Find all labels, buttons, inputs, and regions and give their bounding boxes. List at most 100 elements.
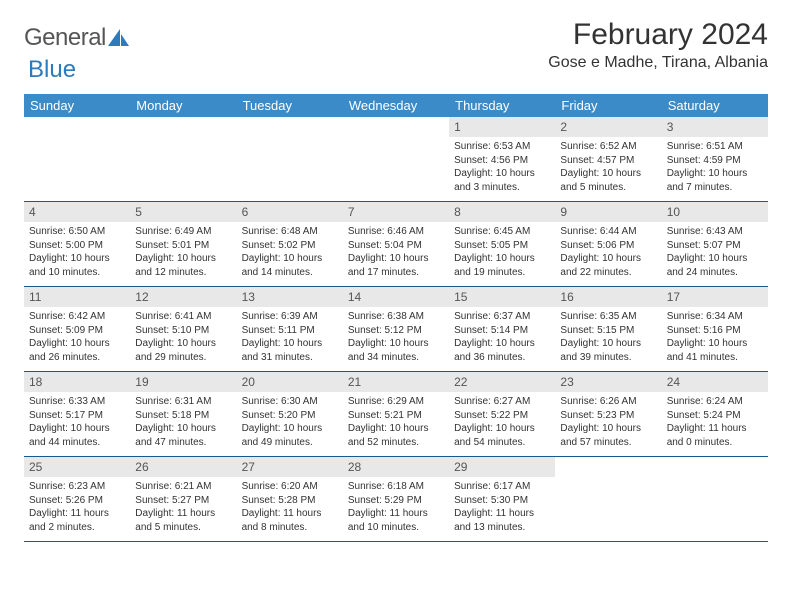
sunrise-text: Sunrise: 6:18 AM [348, 480, 444, 494]
sunset-text: Sunset: 5:10 PM [135, 324, 231, 338]
sunset-text: Sunset: 5:21 PM [348, 409, 444, 423]
calendar-cell [237, 117, 343, 201]
day-number: 17 [662, 287, 768, 307]
calendar-cell: 26Sunrise: 6:21 AMSunset: 5:27 PMDayligh… [130, 457, 236, 541]
day-header-row: Sunday Monday Tuesday Wednesday Thursday… [24, 94, 768, 117]
day-number: 20 [237, 372, 343, 392]
daylight-text: Daylight: 10 hours and 49 minutes. [242, 422, 338, 449]
daylight-text: Daylight: 11 hours and 13 minutes. [454, 507, 550, 534]
day-info: Sunrise: 6:44 AMSunset: 5:06 PMDaylight:… [560, 225, 656, 279]
day-info: Sunrise: 6:45 AMSunset: 5:05 PMDaylight:… [454, 225, 550, 279]
daylight-text: Daylight: 10 hours and 52 minutes. [348, 422, 444, 449]
daylight-text: Daylight: 11 hours and 0 minutes. [667, 422, 763, 449]
day-header-sunday: Sunday [24, 94, 130, 117]
sunset-text: Sunset: 5:16 PM [667, 324, 763, 338]
calendar-cell: 5Sunrise: 6:49 AMSunset: 5:01 PMDaylight… [130, 202, 236, 286]
calendar-cell: 13Sunrise: 6:39 AMSunset: 5:11 PMDayligh… [237, 287, 343, 371]
day-number: 19 [130, 372, 236, 392]
day-info: Sunrise: 6:27 AMSunset: 5:22 PMDaylight:… [454, 395, 550, 449]
day-info: Sunrise: 6:24 AMSunset: 5:24 PMDaylight:… [667, 395, 763, 449]
sunrise-text: Sunrise: 6:42 AM [29, 310, 125, 324]
day-header-tuesday: Tuesday [237, 94, 343, 117]
day-number: 15 [449, 287, 555, 307]
sunrise-text: Sunrise: 6:45 AM [454, 225, 550, 239]
daylight-text: Daylight: 10 hours and 24 minutes. [667, 252, 763, 279]
daylight-text: Daylight: 10 hours and 57 minutes. [560, 422, 656, 449]
sunrise-text: Sunrise: 6:20 AM [242, 480, 338, 494]
calendar-cell: 24Sunrise: 6:24 AMSunset: 5:24 PMDayligh… [662, 372, 768, 456]
sunrise-text: Sunrise: 6:37 AM [454, 310, 550, 324]
sunrise-text: Sunrise: 6:39 AM [242, 310, 338, 324]
sunset-text: Sunset: 4:59 PM [667, 154, 763, 168]
day-number: 16 [555, 287, 661, 307]
day-number: 29 [449, 457, 555, 477]
sunset-text: Sunset: 5:11 PM [242, 324, 338, 338]
day-number: 18 [24, 372, 130, 392]
daylight-text: Daylight: 10 hours and 47 minutes. [135, 422, 231, 449]
sunrise-text: Sunrise: 6:30 AM [242, 395, 338, 409]
day-number: 28 [343, 457, 449, 477]
day-header-saturday: Saturday [662, 94, 768, 117]
day-info: Sunrise: 6:42 AMSunset: 5:09 PMDaylight:… [29, 310, 125, 364]
sunset-text: Sunset: 5:12 PM [348, 324, 444, 338]
day-number: 5 [130, 202, 236, 222]
month-title: February 2024 [548, 18, 768, 52]
daylight-text: Daylight: 10 hours and 12 minutes. [135, 252, 231, 279]
sunrise-text: Sunrise: 6:53 AM [454, 140, 550, 154]
sunrise-text: Sunrise: 6:48 AM [242, 225, 338, 239]
location: Gose e Madhe, Tirana, Albania [548, 54, 768, 72]
sunset-text: Sunset: 5:09 PM [29, 324, 125, 338]
day-info: Sunrise: 6:33 AMSunset: 5:17 PMDaylight:… [29, 395, 125, 449]
sunrise-text: Sunrise: 6:38 AM [348, 310, 444, 324]
day-info: Sunrise: 6:26 AMSunset: 5:23 PMDaylight:… [560, 395, 656, 449]
sunrise-text: Sunrise: 6:49 AM [135, 225, 231, 239]
sunset-text: Sunset: 5:05 PM [454, 239, 550, 253]
daylight-text: Daylight: 10 hours and 29 minutes. [135, 337, 231, 364]
day-number: 2 [555, 117, 661, 137]
calendar: Sunday Monday Tuesday Wednesday Thursday… [24, 94, 768, 542]
sunrise-text: Sunrise: 6:50 AM [29, 225, 125, 239]
sunset-text: Sunset: 5:24 PM [667, 409, 763, 423]
sunrise-text: Sunrise: 6:46 AM [348, 225, 444, 239]
day-number: 11 [24, 287, 130, 307]
sunset-text: Sunset: 4:57 PM [560, 154, 656, 168]
sunset-text: Sunset: 5:14 PM [454, 324, 550, 338]
title-block: February 2024 Gose e Madhe, Tirana, Alba… [548, 18, 768, 72]
day-info: Sunrise: 6:41 AMSunset: 5:10 PMDaylight:… [135, 310, 231, 364]
calendar-cell: 25 Sunrise: 6:23 AMSunset: 5:26 PMDayligh… [24, 457, 130, 541]
daylight-text: Daylight: 10 hours and 54 minutes. [454, 422, 550, 449]
sunset-text: Sunset: 5:06 PM [560, 239, 656, 253]
day-info: Sunrise: 6:46 AMSunset: 5:04 PMDaylight:… [348, 225, 444, 279]
day-number: 21 [343, 372, 449, 392]
sunrise-text: Sunrise: 6:23 AM [29, 480, 125, 494]
daylight-text: Daylight: 11 hours and 10 minutes. [348, 507, 444, 534]
daylight-text: Daylight: 11 hours and 8 minutes. [242, 507, 338, 534]
day-info: Sunrise: 6:23 AMSunset: 5:26 PMDaylight:… [29, 480, 125, 534]
calendar-cell: 3Sunrise: 6:51 AMSunset: 4:59 PMDaylight… [662, 117, 768, 201]
day-info: Sunrise: 6:31 AMSunset: 5:18 PMDaylight:… [135, 395, 231, 449]
daylight-text: Daylight: 10 hours and 26 minutes. [29, 337, 125, 364]
calendar-cell: 15 Sunrise: 6:37 AMSunset: 5:14 PMDayligh… [449, 287, 555, 371]
day-info: Sunrise: 6:52 AMSunset: 4:57 PMDaylight:… [560, 140, 656, 194]
day-number: 4 [24, 202, 130, 222]
sunrise-text: Sunrise: 6:31 AM [135, 395, 231, 409]
sunset-text: Sunset: 5:18 PM [135, 409, 231, 423]
calendar-cell: 1Sunrise: 6:53 AMSunset: 4:56 PMDaylight… [449, 117, 555, 201]
calendar-cell: 7Sunrise: 6:46 AMSunset: 5:04 PMDaylight… [343, 202, 449, 286]
daylight-text: Daylight: 10 hours and 34 minutes. [348, 337, 444, 364]
calendar-cell: 23Sunrise: 6:26 AMSunset: 5:23 PMDayligh… [555, 372, 661, 456]
sunset-text: Sunset: 5:04 PM [348, 239, 444, 253]
sunset-text: Sunset: 5:02 PM [242, 239, 338, 253]
day-info: Sunrise: 6:34 AMSunset: 5:16 PMDaylight:… [667, 310, 763, 364]
week-row: 11Sunrise: 6:42 AMSunset: 5:09 PMDayligh… [24, 287, 768, 372]
day-info: Sunrise: 6:37 AMSunset: 5:14 PMDaylight:… [454, 310, 550, 364]
sunrise-text: Sunrise: 6:35 AM [560, 310, 656, 324]
calendar-cell: 22Sunrise: 6:27 AMSunset: 5:22 PMDayligh… [449, 372, 555, 456]
sunset-text: Sunset: 5:26 PM [29, 494, 125, 508]
day-number: 25 [24, 457, 130, 477]
sunset-text: Sunset: 4:56 PM [454, 154, 550, 168]
day-number: 3 [662, 117, 768, 137]
sunrise-text: Sunrise: 6:24 AM [667, 395, 763, 409]
calendar-cell: 16Sunrise: 6:35 AMSunset: 5:15 PMDayligh… [555, 287, 661, 371]
calendar-cell: 21Sunrise: 6:29 AMSunset: 5:21 PMDayligh… [343, 372, 449, 456]
